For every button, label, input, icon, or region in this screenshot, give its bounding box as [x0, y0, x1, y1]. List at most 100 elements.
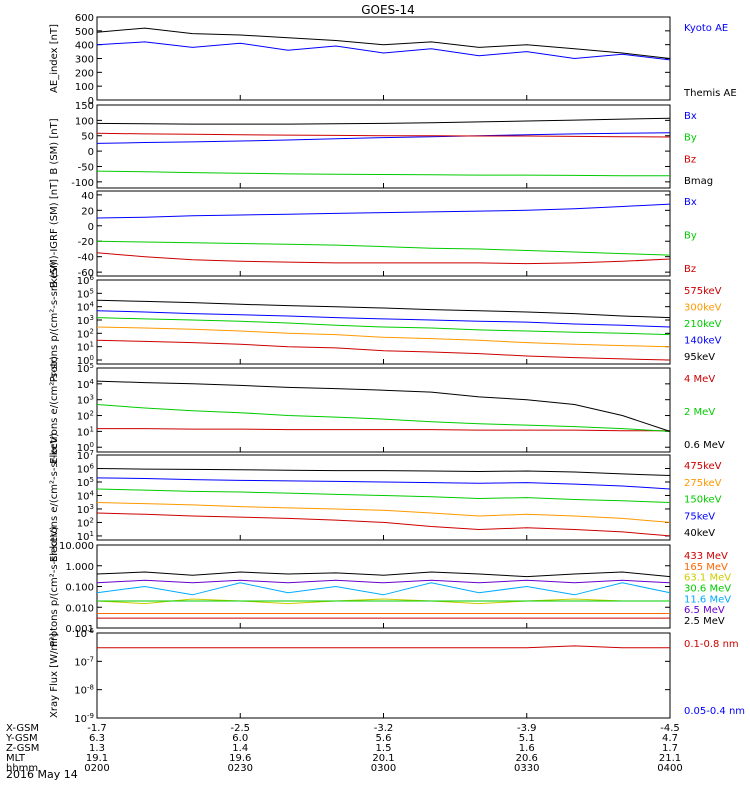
series-line — [96, 203, 671, 219]
footer-row-label: hhmm — [6, 763, 38, 774]
legend-entry: 140keV — [684, 336, 722, 347]
y-tick-label: -100 — [71, 178, 94, 189]
series-line — [96, 326, 671, 348]
footer-row-label: Y-GSM — [5, 733, 38, 744]
footer-value: 1.7 — [662, 743, 678, 754]
footer-value: 0330 — [514, 763, 539, 774]
legend-entry: 2 MeV — [684, 407, 715, 418]
series-line — [96, 252, 671, 265]
y-tick-label: 101 — [77, 425, 94, 438]
y-tick-label: 50 — [81, 132, 94, 143]
y-tick-label: 103 — [77, 503, 94, 516]
footer-row-label: X-GSM — [6, 723, 39, 734]
footer-value: -3.2 — [374, 723, 394, 734]
footer-value: 6.3 — [89, 733, 105, 744]
legend-entry: 433 MeV — [684, 551, 728, 562]
y-tick-label: 40 — [81, 191, 94, 202]
y-tick-label: 100 — [75, 116, 94, 127]
panel-frame — [96, 16, 671, 101]
y-tick-label: 104 — [77, 378, 95, 391]
legend-entry: 2.5 MeV — [684, 616, 725, 627]
y-tick-label: 102 — [77, 410, 94, 423]
footer-value: 5.1 — [519, 733, 535, 744]
legend-entry: 11.6 MeV — [684, 594, 731, 605]
y-tick-label: -20 — [78, 237, 94, 248]
y-tick-label: 0.100 — [65, 583, 94, 594]
y-tick-label: 104 — [77, 301, 95, 314]
y-tick-label: 101 — [77, 341, 94, 354]
footer-value: 0400 — [657, 763, 682, 774]
footer-value: 6.0 — [232, 733, 248, 744]
y-tick-label: 0 — [88, 222, 94, 233]
series-line — [96, 132, 671, 144]
legend-entry: 275keV — [684, 478, 722, 489]
series-line — [96, 582, 671, 596]
panel-1: 0 100 200 300 400 500 600 AE_index [nT] Kyoto AE… — [49, 13, 737, 107]
series-line — [96, 41, 671, 61]
panel-2: -100 -50 0 50 100 150 B (SM) [nT] Bx By Bz Bmag — [49, 101, 713, 189]
series-line — [96, 598, 670, 605]
footer-value: 21.1 — [659, 753, 681, 764]
footer-value: 19.6 — [229, 753, 251, 764]
y-tick-label: 105 — [77, 476, 94, 489]
legend-entry: 475keV — [684, 461, 722, 472]
legend-entry: 150keV — [684, 495, 722, 506]
footer-row-label: MLT — [6, 753, 26, 764]
series-line — [96, 404, 671, 432]
y-axis-label: Electrons e/(cm²-s-sr-keV) — [49, 433, 60, 562]
y-tick-label: 150 — [75, 101, 94, 112]
y-tick-label: 20 — [81, 206, 94, 217]
legend-entry: 6.5 MeV — [684, 605, 725, 616]
legend-entry: Kyoto AE — [684, 23, 728, 34]
legend-entry: 0.6 MeV — [684, 440, 725, 451]
legend-entry: 0.05-0.4 nm — [684, 706, 745, 717]
y-tick-label: 500 — [75, 27, 94, 38]
legend-entry: Bx — [684, 111, 697, 122]
y-tick-label: -60 — [78, 268, 94, 279]
series-line — [96, 317, 671, 336]
y-axis-label: B (SM) [nT] — [49, 118, 60, 174]
legend-entry: 575keV — [684, 286, 722, 297]
y-axis-label: AE_index [nT] — [49, 24, 60, 93]
legend-entry: Bx — [684, 197, 697, 208]
legend-entry: 4 MeV — [684, 374, 715, 385]
y-tick-label: 102 — [77, 327, 94, 340]
legend-entry: 75keV — [684, 511, 715, 522]
legend-entry: Bmag — [684, 176, 713, 187]
footer-value: 5.6 — [376, 733, 392, 744]
y-tick-label: 10-8 — [74, 684, 94, 697]
series-line — [97, 645, 670, 649]
y-tick-label: 100 — [75, 82, 94, 93]
panel-frame — [96, 544, 671, 629]
series-line — [96, 380, 671, 432]
legend-entry: Bz — [684, 154, 696, 165]
y-tick-label: 10-7 — [74, 655, 94, 668]
footer-value: 0200 — [84, 763, 109, 774]
y-tick-label: 107 — [77, 449, 94, 462]
panel-3: -60 -40 -20 0 20 40 B (SM)-IGRF (SM) [nT] Bx By B… — [49, 179, 697, 288]
y-tick-label: 106 — [77, 462, 95, 475]
series-line — [96, 117, 671, 125]
y-tick-label: 102 — [77, 516, 94, 529]
legend-entry: 63.1 MeV — [684, 573, 731, 584]
footer-value: 1.3 — [89, 743, 105, 754]
footer-value: 20.6 — [516, 753, 538, 764]
y-axis-label: Protons p/(cm²-s-sr-keV) — [49, 262, 60, 383]
y-axis-label: Xray Flux [W/m²] — [49, 633, 60, 718]
y-tick-label: 0 — [88, 147, 94, 158]
y-tick-label: 300 — [75, 55, 94, 66]
footer-row-label: Z-GSM — [6, 743, 39, 754]
y-tick-label: -40 — [78, 253, 94, 264]
series-line — [96, 299, 671, 319]
footer-value: 0300 — [371, 763, 396, 774]
footer-value: 0230 — [228, 763, 253, 774]
legend-entry: 165 MeV — [684, 562, 728, 573]
legend-entry: 210keV — [684, 319, 722, 330]
series-line — [96, 488, 671, 503]
y-tick-label: 0.010 — [65, 603, 94, 614]
